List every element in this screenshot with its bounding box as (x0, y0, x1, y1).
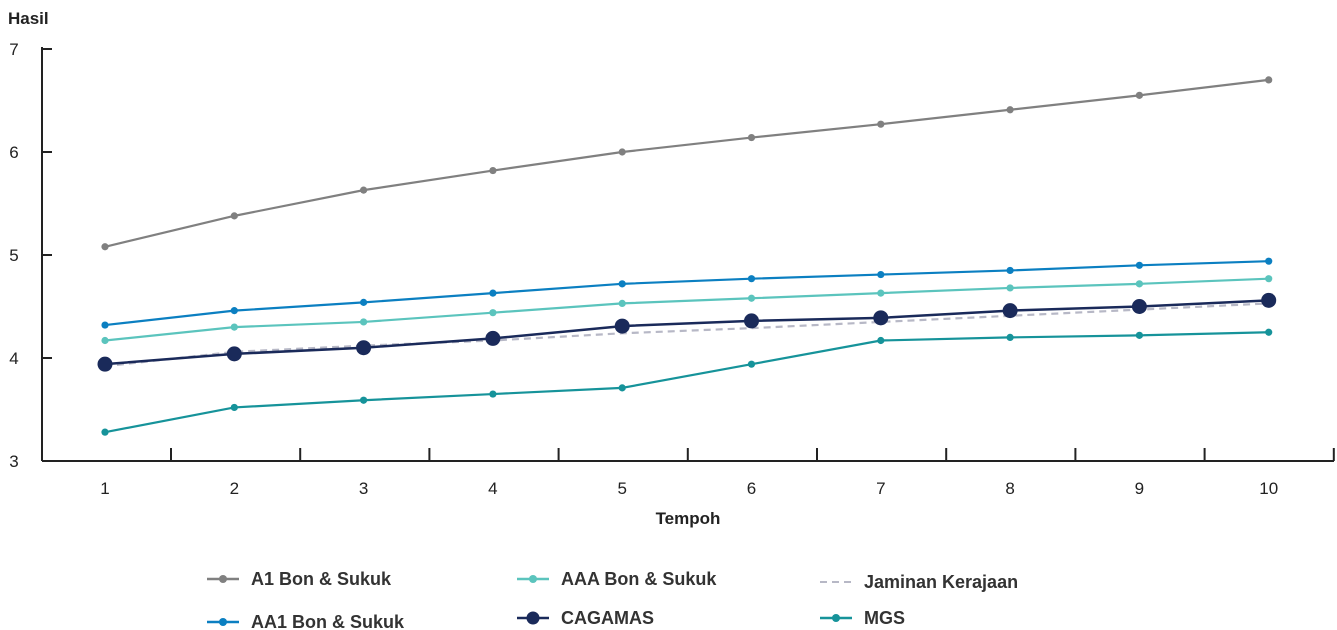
data-point (618, 148, 626, 156)
data-point (877, 336, 885, 345)
legend-label: CAGAMAS (561, 608, 654, 628)
legend-marker (529, 575, 537, 583)
legend-label: AAA Bon & Sukuk (561, 569, 717, 589)
data-point (877, 289, 885, 297)
data-point (356, 340, 372, 356)
legend: A1 Bon & Sukuk AAA Bon & Sukuk Jaminan Ker… (207, 569, 1018, 630)
x-tick-label: 9 (1135, 479, 1144, 498)
x-tick-label: 7 (876, 479, 885, 498)
y-tick-label: 6 (9, 143, 18, 162)
y-tick-label: 5 (9, 246, 18, 265)
data-point (1135, 331, 1143, 339)
data-point (485, 330, 501, 346)
y-tick-label: 7 (9, 40, 18, 59)
data-point (744, 313, 759, 329)
data-point (747, 294, 756, 302)
data-point (101, 321, 109, 329)
data-point (101, 336, 109, 345)
series-line (104, 331, 1269, 434)
data-point (97, 356, 113, 372)
data-point (101, 243, 109, 251)
series-jaminan-kerajaan (104, 302, 1269, 368)
data-point (1265, 257, 1273, 265)
legend-marker (526, 611, 540, 625)
data-point (489, 309, 497, 317)
data-point (360, 298, 368, 306)
series-mgs (101, 328, 1273, 436)
data-point (1006, 266, 1014, 275)
data-point (230, 403, 238, 412)
data-point (360, 186, 368, 194)
data-point (489, 289, 497, 297)
x-tick-label: 2 (230, 479, 239, 498)
data-point (1006, 284, 1014, 292)
data-point (1135, 280, 1143, 288)
data-point (360, 318, 368, 326)
legend-marker (832, 614, 840, 622)
data-point (873, 310, 889, 326)
data-point (1006, 333, 1014, 341)
data-point (618, 299, 626, 308)
data-point (226, 346, 242, 362)
data-point (747, 133, 756, 142)
x-tick-label: 4 (488, 479, 497, 498)
data-point (360, 396, 368, 404)
data-point (747, 360, 756, 368)
legend-marker (219, 618, 227, 626)
data-point (1131, 299, 1147, 314)
data-point (489, 390, 497, 398)
data-point (618, 280, 626, 288)
data-point (618, 384, 626, 392)
legend-label: AA1 Bon & Sukuk (251, 612, 405, 630)
y-axis-title: Hasil (8, 9, 49, 28)
data-point (230, 307, 238, 315)
legend-label: A1 Bon & Sukuk (251, 569, 392, 589)
data-point (1006, 106, 1014, 114)
legend-item-cagamas: CAGAMAS (517, 608, 654, 628)
y-tick-label: 4 (9, 349, 18, 368)
series-aaa-bon-sukuk (101, 275, 1273, 345)
series-aa1-bon-sukuk (101, 257, 1273, 329)
data-point (1265, 328, 1273, 336)
data-point (1135, 91, 1143, 99)
data-point (1265, 275, 1273, 283)
data-point (877, 270, 885, 279)
data-point (747, 275, 756, 283)
series-line (104, 78, 1269, 248)
x-axis-title: Tempoh (656, 509, 721, 528)
data-point (877, 120, 885, 128)
legend-item-mgs: MGS (820, 608, 905, 628)
x-tick-label: 1 (100, 479, 109, 498)
data-point (101, 428, 109, 436)
series-line (104, 302, 1269, 368)
series-a1-bon-sukuk (101, 76, 1273, 251)
series-cagamas (97, 292, 1277, 372)
y-tick-label: 3 (9, 452, 18, 471)
x-tick-label: 8 (1005, 479, 1014, 498)
data-point (1002, 303, 1018, 319)
legend-item-jaminan-kerajaan: Jaminan Kerajaan (820, 572, 1018, 592)
plot-area: 3 4 5 6 7 1 2 3 4 5 6 7 8 9 10 (9, 40, 1335, 498)
data-point (1265, 76, 1273, 84)
data-point (230, 323, 238, 331)
x-tick-label: 5 (617, 479, 626, 498)
data-point (614, 318, 630, 334)
legend-item-aa1-bon-sukuk: AA1 Bon & Sukuk (207, 612, 405, 630)
series-line (104, 277, 1269, 342)
legend-label: Jaminan Kerajaan (864, 572, 1018, 592)
legend-item-a1-bon-sukuk: A1 Bon & Sukuk (207, 569, 392, 589)
series-line (104, 299, 1269, 366)
legend-label: MGS (864, 608, 905, 628)
legend-marker (219, 575, 227, 583)
x-tick-label: 6 (747, 479, 756, 498)
data-point (230, 212, 238, 220)
series-line (104, 260, 1269, 327)
data-point (1261, 292, 1277, 308)
data-point (1135, 261, 1143, 269)
x-tick-label: 3 (359, 479, 368, 498)
legend-item-aaa-bon-sukuk: AAA Bon & Sukuk (517, 569, 717, 589)
x-tick-label: 10 (1259, 479, 1278, 498)
data-point (489, 166, 497, 175)
